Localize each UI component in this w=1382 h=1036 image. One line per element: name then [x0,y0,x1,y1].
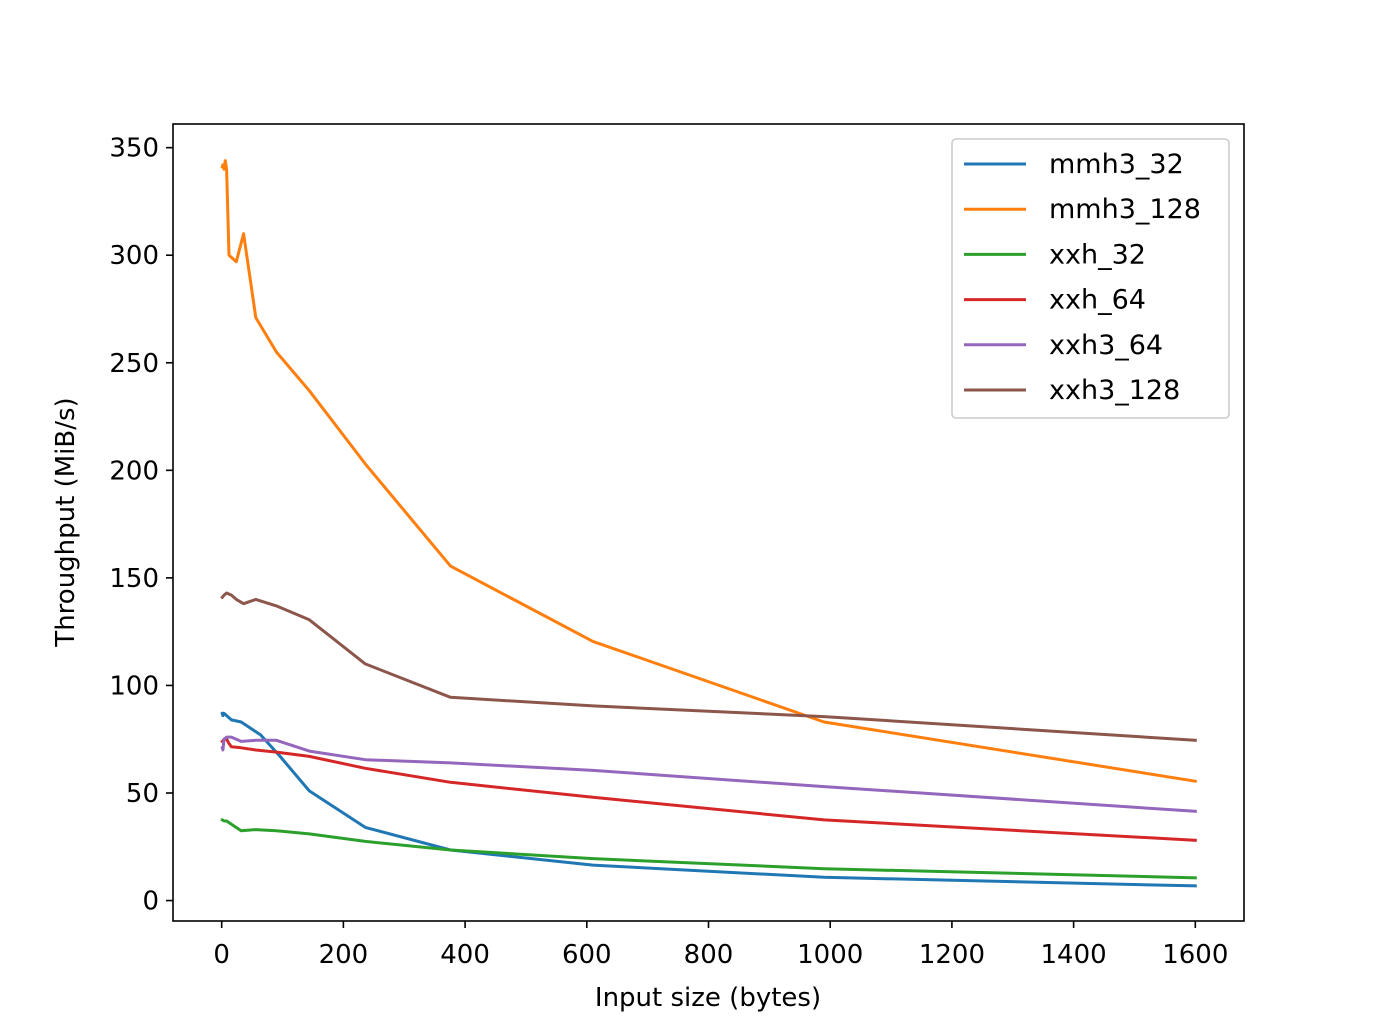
series-line-xxh-64 [220,737,1197,842]
y-tick-label: 50 [126,779,159,809]
y-axis-label: Throughput (MiB/s) [51,397,81,647]
x-axis-ticks: 0 200 400 600 800 1000 1200 1400 1600 [213,921,1228,970]
y-tick-label: 150 [109,564,159,594]
y-tick-label: 300 [109,241,159,271]
x-tick-label: 1400 [1041,940,1107,970]
y-axis-ticks: 0 50 100 150 200 250 300 350 [109,134,173,917]
x-tick-label: 1200 [919,940,985,970]
legend-label-mmh3-128: mmh3_128 [1049,194,1201,225]
legend-label-mmh3-32: mmh3_32 [1049,149,1184,180]
series-line-mmh3-32 [220,711,1197,888]
x-tick-label: 400 [440,940,490,970]
series-line-mmh3-128 [220,159,1198,783]
y-tick-label: 0 [142,887,159,917]
y-tick-label: 200 [109,456,159,486]
legend-label-xxh-64: xxh_64 [1049,285,1146,316]
x-tick-label: 1600 [1162,940,1228,970]
series-line-xxh3-64 [220,735,1197,813]
series-line-xxh-32 [220,817,1197,880]
y-tick-label: 100 [109,671,159,701]
y-tick-label: 350 [109,134,159,164]
x-axis-label: Input size (bytes) [595,983,821,1013]
x-tick-label: 1000 [797,940,863,970]
x-tick-label: 600 [562,940,612,970]
legend: mmh3_32 mmh3_128 xxh_32 xxh_64 xxh3_64 xxh3_1… [951,138,1230,419]
legend-label-xxh3-64: xxh3_64 [1049,330,1163,361]
x-tick-label: 800 [684,940,734,970]
x-tick-label: 0 [213,940,230,970]
y-tick-label: 250 [109,349,159,379]
legend-label-xxh-32: xxh_32 [1049,239,1146,270]
series-layer [220,159,1198,888]
legend-label-xxh3-128: xxh3_128 [1049,375,1180,406]
x-tick-label: 200 [319,940,369,970]
series-line-xxh3-128 [220,591,1197,742]
